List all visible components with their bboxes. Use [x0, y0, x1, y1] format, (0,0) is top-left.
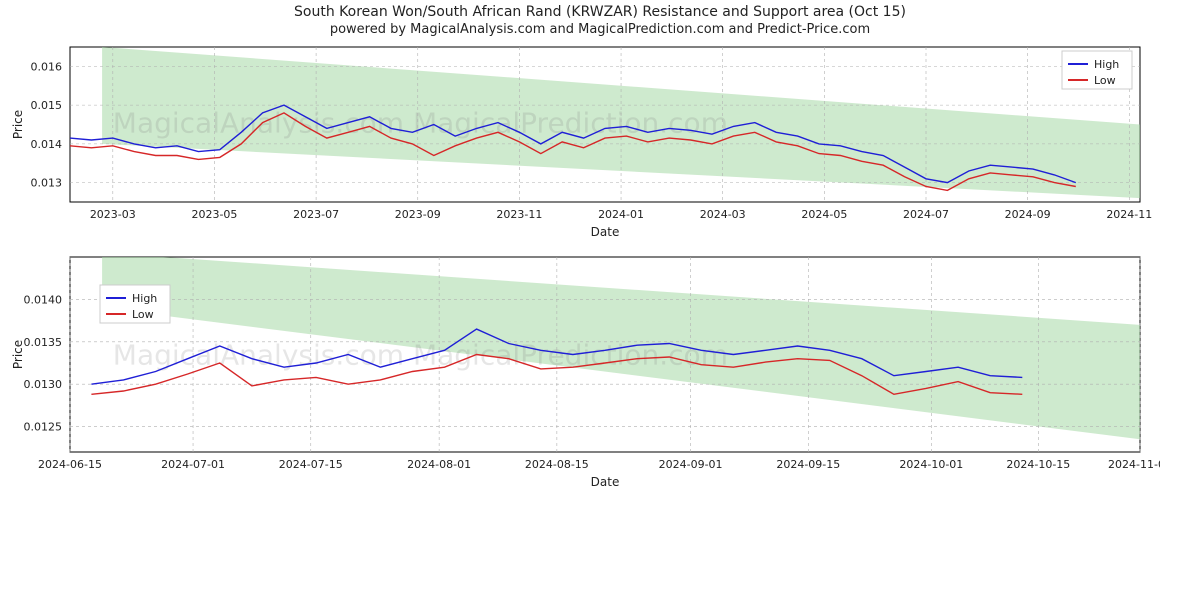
y-tick-label: 0.0135 [24, 336, 63, 349]
x-tick-label: 2024-09 [1005, 208, 1051, 221]
y-tick-label: 0.0130 [24, 378, 63, 391]
x-tick-label: 2023-05 [191, 208, 237, 221]
y-tick-label: 0.016 [31, 60, 63, 73]
x-tick-label: 2024-11-01 [1108, 458, 1160, 471]
legend-label: Low [1094, 74, 1116, 87]
y-tick-label: 0.013 [31, 177, 63, 190]
x-tick-label: 2024-08-15 [525, 458, 589, 471]
x-tick-label: 2024-11 [1106, 208, 1152, 221]
chart-subtitle: powered by MagicalAnalysis.com and Magic… [0, 22, 1200, 37]
bottom-chart-container: MagicalAnalysis.com MagicalPrediction.co… [0, 247, 1200, 502]
watermark-text: MagicalAnalysis.com MagicalPrediction.co… [113, 338, 728, 371]
bottom-chart-svg: MagicalAnalysis.com MagicalPrediction.co… [0, 247, 1160, 502]
y-tick-label: 0.0140 [24, 293, 63, 306]
x-tick-label: 2024-01 [598, 208, 644, 221]
legend-label: High [132, 292, 157, 305]
x-tick-label: 2024-10-01 [899, 458, 963, 471]
x-tick-label: 2023-03 [90, 208, 136, 221]
watermark-text: MagicalAnalysis.com MagicalPrediction.co… [113, 106, 728, 139]
x-axis-label: Date [591, 225, 620, 239]
x-tick-label: 2024-07-01 [161, 458, 225, 471]
legend-label: Low [132, 308, 154, 321]
x-tick-label: 2024-03 [700, 208, 746, 221]
y-tick-label: 0.014 [31, 138, 63, 151]
x-tick-label: 2024-07-15 [279, 458, 343, 471]
top-chart-svg: MagicalAnalysis.com MagicalPrediction.co… [0, 37, 1160, 247]
x-tick-label: 2024-09-15 [776, 458, 840, 471]
x-tick-label: 2024-07 [903, 208, 949, 221]
y-tick-label: 0.0125 [24, 421, 63, 434]
legend-label: High [1094, 58, 1119, 71]
x-tick-label: 2024-06-15 [38, 458, 102, 471]
x-tick-label: 2023-07 [293, 208, 339, 221]
x-tick-label: 2023-09 [395, 208, 441, 221]
y-axis-label: Price [11, 110, 25, 139]
x-tick-label: 2024-10-15 [1006, 458, 1070, 471]
x-tick-label: 2024-08-01 [407, 458, 471, 471]
y-axis-label: Price [11, 340, 25, 369]
x-tick-label: 2024-09-01 [659, 458, 723, 471]
y-tick-label: 0.015 [31, 99, 63, 112]
x-tick-label: 2023-11 [496, 208, 542, 221]
x-axis-label: Date [591, 475, 620, 489]
x-tick-label: 2024-05 [801, 208, 847, 221]
chart-title: South Korean Won/South African Rand (KRW… [0, 4, 1200, 20]
top-chart-container: MagicalAnalysis.com MagicalPrediction.co… [0, 37, 1200, 247]
